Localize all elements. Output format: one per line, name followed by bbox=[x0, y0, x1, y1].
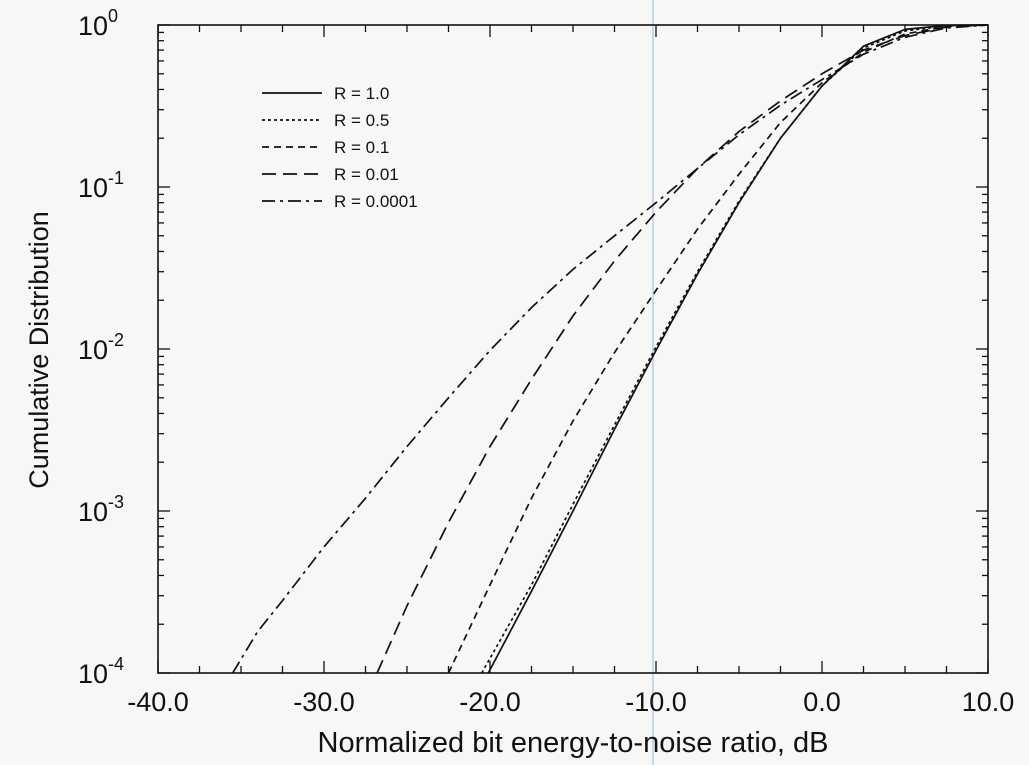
legend-label: R = 0.5 bbox=[334, 111, 389, 130]
y-axis-label: Cumulative Distribution bbox=[24, 211, 54, 489]
y-tick-label: 10-1 bbox=[78, 168, 124, 203]
series-lines bbox=[231, 24, 989, 674]
y-tick-label: 10-3 bbox=[78, 492, 124, 527]
x-tick-label: -40.0 bbox=[127, 687, 189, 717]
series-line bbox=[480, 24, 989, 674]
legend-label: R = 1.0 bbox=[334, 84, 389, 103]
legend-label: R = 0.0001 bbox=[334, 192, 418, 211]
x-tick-label: 10.0 bbox=[962, 687, 1015, 717]
y-tick-label: 10-2 bbox=[78, 330, 124, 365]
plot-frame bbox=[157, 24, 989, 674]
x-tick-label: 0.0 bbox=[803, 687, 841, 717]
y-tick-label: 10-4 bbox=[78, 654, 124, 689]
y-tick-label: 100 bbox=[78, 6, 118, 41]
x-tick-label: -20.0 bbox=[459, 687, 521, 717]
series-line bbox=[447, 24, 989, 674]
legend: R = 1.0 R = 0.5 R = 0.1 R = 0.01 R = 0.0001 bbox=[262, 84, 418, 211]
axis-ticks bbox=[157, 24, 989, 674]
series-line bbox=[231, 24, 989, 674]
x-tick-labels: -40.0 -30.0 -20.0 -10.0 0.0 10.0 bbox=[127, 687, 1014, 717]
legend-label: R = 0.1 bbox=[334, 138, 389, 157]
y-tick-labels: 10-4 10-3 10-2 10-1 100 bbox=[78, 6, 124, 689]
legend-label: R = 0.01 bbox=[334, 165, 399, 184]
x-tick-label: -30.0 bbox=[293, 687, 355, 717]
scan-artifact-line bbox=[652, 0, 654, 765]
series-line bbox=[487, 24, 989, 674]
x-tick-label: -10.0 bbox=[625, 687, 687, 717]
series-line bbox=[376, 24, 989, 674]
x-axis-label: Normalized bit energy-to-noise ratio, dB bbox=[318, 727, 829, 759]
